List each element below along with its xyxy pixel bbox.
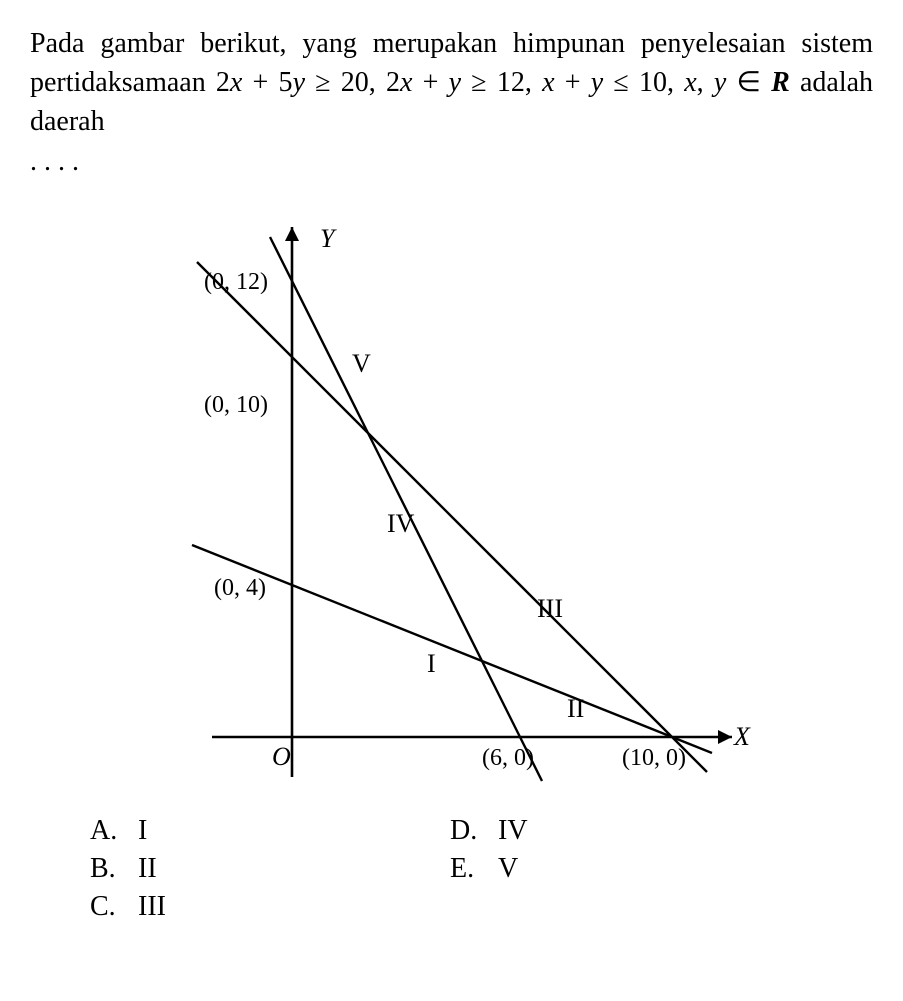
- option-letter: E.: [450, 853, 498, 885]
- rel: ≥ 12,: [461, 67, 542, 98]
- axes: [212, 227, 732, 777]
- graph-svg: Y X O (0, 12) (0, 10) (0, 4) (6, 0) (10,…: [152, 197, 752, 797]
- var-y: y: [449, 67, 461, 98]
- rel: ≥ 20,: [305, 67, 386, 98]
- line-1: [192, 545, 712, 753]
- region-III: III: [537, 594, 563, 623]
- var-x: x: [684, 67, 696, 98]
- option-A[interactable]: A. I: [90, 815, 450, 847]
- option-text: V: [498, 853, 518, 885]
- var-x: x: [542, 67, 554, 98]
- options-col-right: D. IV E. V: [450, 815, 528, 923]
- coef: 2: [386, 67, 400, 98]
- coef: +: [555, 67, 591, 98]
- elem: ∈: [726, 67, 771, 98]
- option-letter: C.: [90, 891, 138, 923]
- var-x: x: [400, 67, 412, 98]
- option-D[interactable]: D. IV: [450, 815, 528, 847]
- rel: ≤ 10,: [603, 67, 684, 98]
- point-0-10: (0, 10): [204, 392, 268, 418]
- coef: 2: [216, 67, 230, 98]
- option-text: III: [138, 891, 166, 923]
- region-IV: IV: [387, 509, 415, 538]
- point-0-4: (0, 4): [214, 575, 266, 601]
- y-axis-label: Y: [320, 224, 337, 253]
- region-V: V: [352, 349, 371, 378]
- point-6-0: (6, 0): [482, 745, 534, 771]
- options-col-left: A. I B. II C. III: [90, 815, 450, 923]
- coef: +: [412, 67, 448, 98]
- point-0-12: (0, 12): [204, 269, 268, 295]
- question-text: Pada gambar berikut, yang merupakan himp…: [30, 24, 873, 181]
- sep: ,: [697, 67, 714, 98]
- region-I: I: [427, 649, 436, 678]
- option-B[interactable]: B. II: [90, 853, 450, 885]
- region-II: II: [567, 694, 584, 723]
- option-E[interactable]: E. V: [450, 853, 528, 885]
- origin-label: O: [272, 742, 291, 771]
- graph-container: Y X O (0, 12) (0, 10) (0, 4) (6, 0) (10,…: [30, 189, 873, 815]
- var-y: y: [591, 67, 603, 98]
- set-R: R: [771, 67, 790, 98]
- option-letter: D.: [450, 815, 498, 847]
- option-C[interactable]: C. III: [90, 891, 450, 923]
- var-x: x: [230, 67, 242, 98]
- line-3: [197, 262, 707, 772]
- constraint-lines: [192, 237, 712, 781]
- var-y: y: [714, 67, 726, 98]
- dots: . . . .: [30, 146, 79, 177]
- y-axis-arrow: [285, 227, 299, 241]
- option-letter: B.: [90, 853, 138, 885]
- option-text: IV: [498, 815, 528, 847]
- option-letter: A.: [90, 815, 138, 847]
- option-text: I: [138, 815, 147, 847]
- var-y: y: [293, 67, 305, 98]
- option-text: II: [138, 853, 157, 885]
- x-axis-arrow: [718, 730, 732, 744]
- x-axis-label: X: [733, 722, 751, 751]
- options-block: A. I B. II C. III D. IV E. V: [30, 815, 873, 923]
- point-10-0: (10, 0): [622, 745, 686, 771]
- coef: + 5: [242, 67, 292, 98]
